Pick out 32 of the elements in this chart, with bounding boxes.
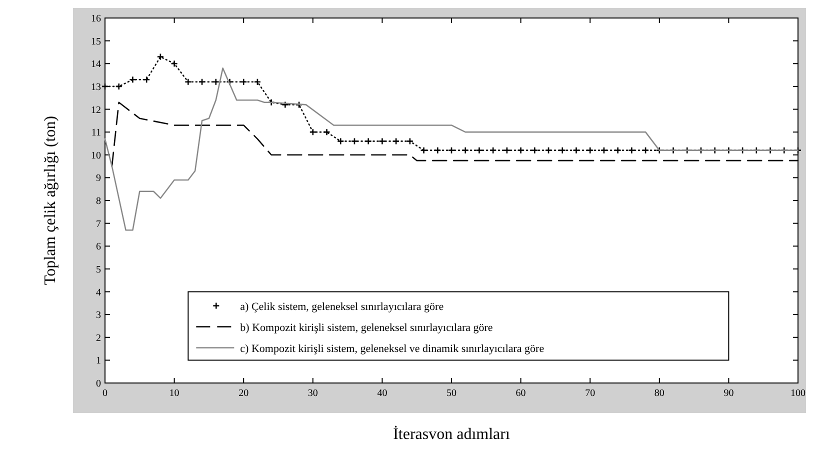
y-tick-label: 5 [96,264,101,276]
x-axis-title: İterasvon adımları [393,425,510,443]
y-tick-label: 6 [96,242,101,253]
x-tick-label: 40 [377,388,388,399]
y-tick-label: 3 [96,310,101,322]
x-tick-label: 30 [308,388,318,399]
y-tick-label: 15 [91,36,101,48]
y-tick-label: 0 [96,378,101,390]
legend-label: c) Kompozit kirişli sistem, geleneksel ve dinamik sınırlayıcılara göre [240,342,544,355]
y-tick-label: 2 [96,332,101,344]
y-tick-label: 7 [96,218,101,230]
legend-label: a) Çelik sistem, geleneksel sınırlayıcılara göre [240,300,444,313]
x-tick-label: 20 [238,388,249,399]
y-tick-label: 8 [96,196,101,207]
y-axis-title: Toplam çelik ağırlığı (ton) [42,116,59,286]
x-tick-label: 10 [169,388,180,399]
y-tick-label: 14 [91,59,101,70]
x-tick-label: 90 [724,388,734,399]
x-tick-label: 70 [585,388,596,399]
y-tick-label: 10 [91,150,101,162]
y-tick-label: 16 [91,14,101,24]
legend-label: b) Kompozit kirişli sistem, geleneksel sınırlayıcılara göre [240,322,493,334]
y-tick-label: 11 [91,128,101,139]
x-tick-label: 80 [654,388,664,399]
x-tick-label: 100 [790,388,806,399]
x-tick-label: 60 [516,388,526,399]
y-tick-label: 13 [91,82,101,93]
y-tick-label: 4 [96,287,101,298]
x-tick-label: 50 [446,388,456,399]
y-tick-label: 9 [96,173,101,184]
y-tick-label: 1 [96,356,101,367]
y-tick-label: 12 [91,104,101,116]
